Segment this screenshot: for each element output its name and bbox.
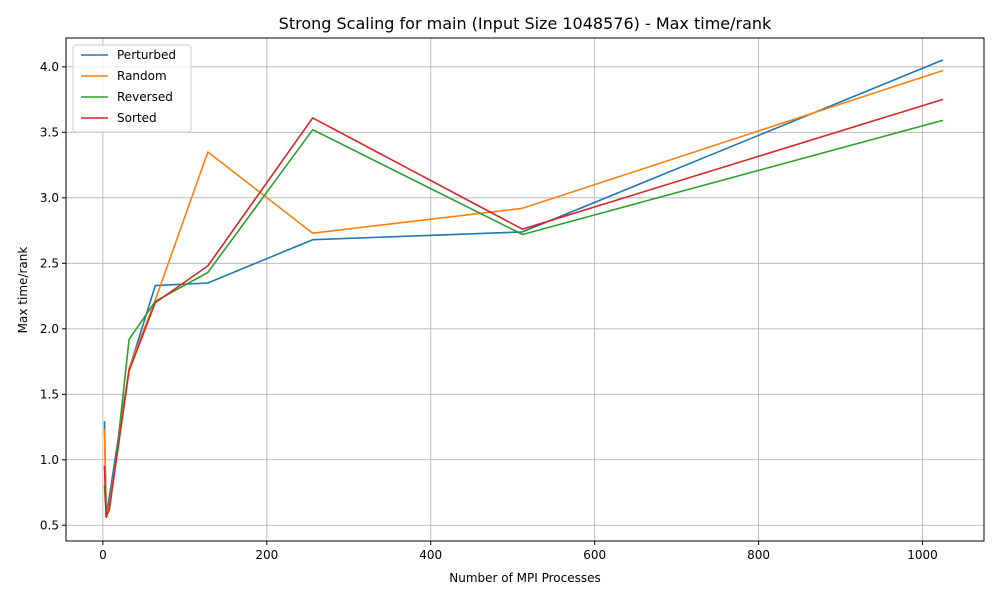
x-tick-label: 0 [99, 548, 107, 562]
x-tick-label: 1000 [907, 548, 938, 562]
x-tick-label: 600 [583, 548, 606, 562]
y-tick-label: 4.0 [40, 60, 59, 74]
grid-layer [66, 38, 984, 541]
series-line-perturbed [103, 59, 944, 516]
y-tick-label: 0.5 [40, 518, 59, 532]
y-tick-label: 3.0 [40, 191, 59, 205]
legend-label-random: Random [117, 69, 167, 83]
ticks-layer: 0 200 400 600 800 1000 0.5 1.0 1.5 2.0 2.5 3.0 3.5 4.… [40, 60, 938, 562]
series-line-random [103, 69, 944, 517]
y-tick-label: 3.5 [40, 125, 59, 139]
legend-label-reversed: Reversed [117, 90, 173, 104]
y-axis-label: Max time/rank [16, 247, 30, 334]
legend-label-perturbed: Perturbed [117, 48, 176, 62]
x-tick-label: 400 [419, 548, 442, 562]
legend-label-sorted: Sorted [117, 111, 157, 125]
legend-box [72, 44, 192, 133]
x-tick-label: 200 [255, 548, 278, 562]
x-axis-label: Number of MPI Processes [449, 571, 601, 585]
series-layer [103, 59, 944, 519]
series-line-sorted [103, 98, 944, 519]
plot-frame [65, 37, 985, 542]
legend: Perturbed Random Reversed Sorted [72, 44, 192, 133]
y-tick-label: 1.0 [40, 453, 59, 467]
y-tick-label: 2.5 [40, 256, 59, 270]
y-tick-label: 1.5 [40, 387, 59, 401]
y-tick-label: 2.0 [40, 322, 59, 336]
x-tick-label: 800 [747, 548, 770, 562]
chart-title: Strong Scaling for main (Input Size 1048… [279, 14, 772, 33]
